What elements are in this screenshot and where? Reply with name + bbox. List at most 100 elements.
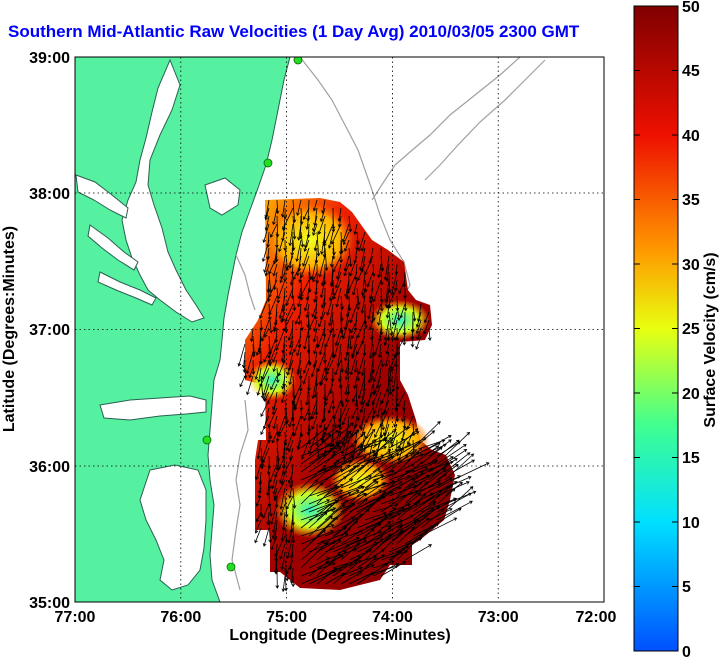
velocity-arrow — [316, 443, 340, 465]
velocity-arrow — [273, 487, 278, 499]
velocity-arrow — [332, 399, 342, 420]
velocity-arrow — [340, 449, 376, 465]
velocity-arrow — [288, 415, 294, 428]
velocity-arrow — [332, 279, 342, 300]
velocity-arrow — [334, 327, 342, 347]
velocity-arrow — [357, 263, 366, 282]
velocity-arrow — [278, 463, 286, 484]
velocity-arrow — [328, 287, 334, 302]
velocity-arrow — [340, 456, 367, 473]
velocity-arrow — [300, 427, 328, 449]
colorbar-tick-label: 35 — [682, 192, 700, 209]
velocity-arrow — [352, 279, 358, 296]
velocity-arrow — [388, 480, 418, 505]
x-tick-label: 77:00 — [55, 609, 96, 626]
velocity-arrow — [262, 375, 270, 397]
velocity-arrow — [320, 295, 326, 309]
y-tick-label: 39:00 — [29, 50, 70, 67]
velocity-arrow — [376, 399, 382, 419]
velocity-arrow — [412, 442, 441, 457]
velocity-arrow — [300, 499, 331, 513]
velocity-arrow — [325, 359, 334, 375]
velocity-arrow — [307, 376, 311, 392]
velocity-arrow — [420, 446, 443, 465]
velocity-arrow — [315, 263, 320, 284]
velocity-arrow — [356, 452, 379, 473]
velocity-arrow — [275, 327, 286, 351]
colorbar-tick-label: 50 — [682, 0, 700, 16]
velocity-arrow — [313, 287, 318, 303]
velocity-arrow — [368, 319, 374, 331]
velocity-arrow — [300, 231, 305, 248]
pamlico-sound — [139, 464, 207, 591]
velocity-arrow — [436, 443, 467, 465]
velocity-arrow — [318, 311, 326, 328]
velocity-arrow — [302, 359, 310, 374]
york-river — [97, 271, 157, 306]
velocity-arrow — [383, 255, 390, 281]
velocity-arrow — [422, 319, 430, 335]
velocity-arrow — [389, 423, 398, 445]
velocity-arrow — [340, 485, 365, 497]
x-tick-label: 76:00 — [160, 609, 201, 626]
velocity-arrow — [358, 415, 366, 429]
colorbar-tick-marks — [634, 70, 678, 587]
x-tick-label: 75:00 — [266, 609, 307, 626]
velocity-arrow — [381, 399, 390, 416]
velocity-arrow — [307, 431, 312, 446]
velocity-arrow — [254, 519, 262, 534]
velocity-arrow — [305, 215, 310, 230]
velocity-arrow — [401, 407, 406, 423]
velocity-arrow — [332, 445, 364, 473]
colorbar-tick-label: 10 — [682, 515, 700, 532]
velocity-arrow — [289, 567, 294, 584]
velocity-arrow — [324, 491, 352, 505]
velocity-arrow — [356, 549, 385, 569]
velocity-arrow — [319, 415, 326, 429]
velocity-arrow — [308, 557, 331, 569]
velocity-arrow — [308, 511, 328, 529]
velocity-arrow — [436, 492, 472, 513]
colorbar-label: Surface Velocity (cm/s) — [702, 252, 719, 427]
velocity-arrow — [301, 439, 310, 460]
velocity-arrow — [364, 511, 387, 521]
velocity-arrow — [292, 263, 302, 281]
velocity-arrow — [428, 498, 458, 513]
delmarva-peninsula-inlet — [204, 177, 241, 216]
velocity-arrow — [335, 287, 342, 308]
velocity-arrow — [324, 478, 354, 497]
velocity-arrow — [280, 551, 286, 571]
velocity-arrow — [348, 508, 370, 529]
velocity-arrow — [340, 429, 360, 449]
velocity-arrow — [300, 540, 329, 569]
velocity-arrow — [356, 489, 383, 505]
velocity-arrow — [393, 415, 398, 428]
velocity-arrow — [372, 560, 395, 569]
velocity-arrow — [344, 279, 350, 298]
velocity-arrow — [300, 443, 330, 465]
velocity-arrow — [270, 375, 278, 391]
velocity-arrow — [300, 503, 333, 529]
velocity-arrow — [275, 567, 280, 589]
velocity-arrow — [270, 535, 278, 551]
velocity-arrow — [311, 303, 318, 318]
velocity-arrow — [423, 311, 430, 324]
velocity-arrow — [267, 455, 272, 470]
velocity-arrow — [388, 375, 393, 396]
velocity-arrow — [348, 327, 353, 350]
velocity-arrow — [371, 263, 376, 278]
velocity-arrow — [308, 469, 344, 489]
velocity-arrow — [340, 443, 378, 457]
velocity-patch — [370, 300, 430, 340]
colorbar-tick-label: 45 — [682, 63, 700, 80]
velocity-arrow — [289, 543, 294, 559]
plot-title: Southern Mid-Atlantic Raw Velocities (1 … — [8, 22, 580, 41]
velocity-arrow — [302, 207, 310, 221]
velocity-arrow — [311, 407, 318, 420]
velocity-arrow — [340, 529, 363, 545]
velocity-arrow — [313, 343, 318, 355]
velocity-arrow — [380, 407, 385, 431]
velocity-arrow — [412, 445, 440, 465]
velocity-arrow — [348, 468, 381, 489]
